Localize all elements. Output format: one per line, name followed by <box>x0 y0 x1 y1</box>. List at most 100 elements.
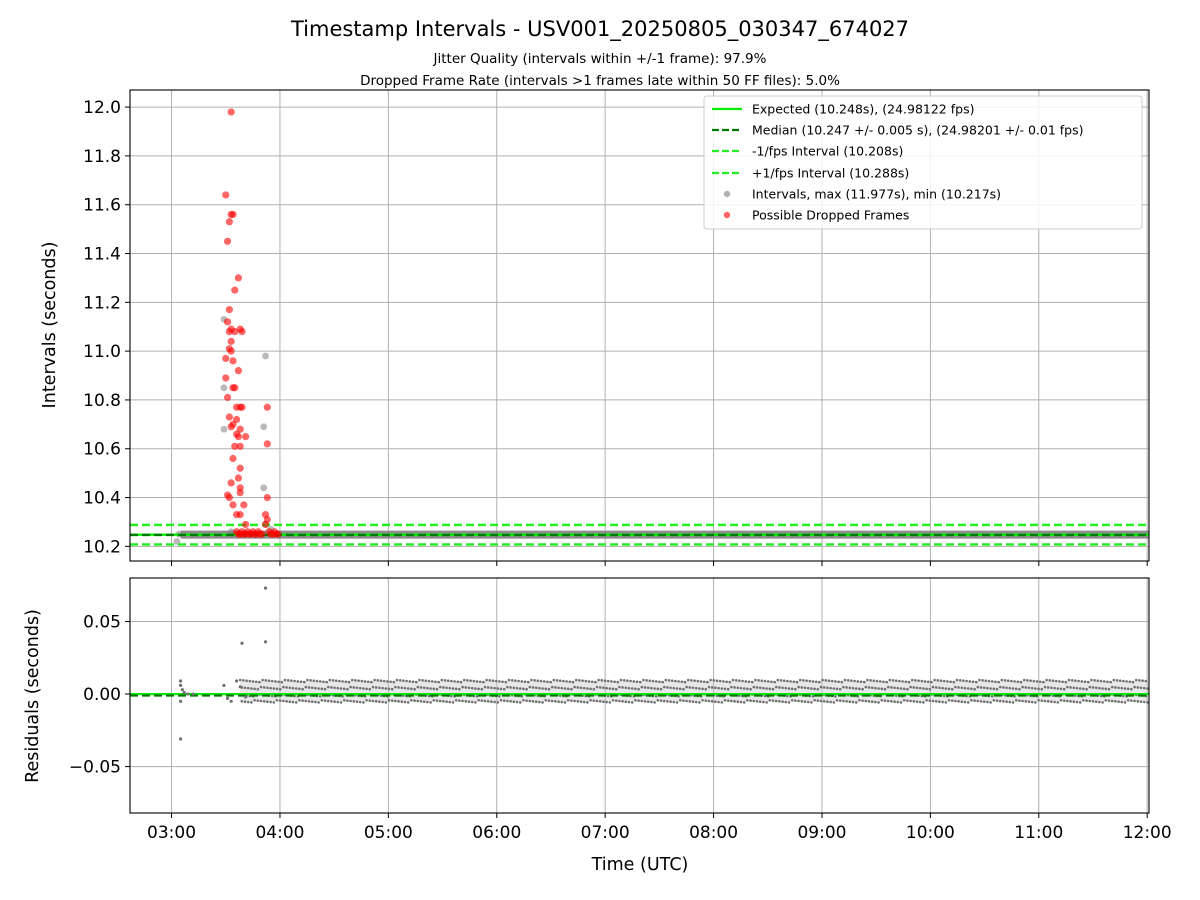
residual-band-point-589 <box>710 686 714 689</box>
residual-band-point-499 <box>637 699 640 702</box>
residual-band-point-548 <box>677 680 680 683</box>
residual-band-point-1133 <box>1146 687 1149 690</box>
residual-band-point-585 <box>707 685 711 689</box>
residual-band-point-781 <box>864 685 868 689</box>
residual-band-point-555 <box>682 699 685 702</box>
dropped-frame-point-77 <box>274 530 282 538</box>
residual-band-point-969 <box>1014 687 1018 691</box>
residual-band-point-228 <box>421 679 424 682</box>
legend-box <box>703 95 1143 230</box>
residual-band-point-165 <box>371 685 375 689</box>
residual-band-point-863 <box>928 699 932 702</box>
residuals-band-fill <box>240 680 1149 702</box>
residual-band-point-996 <box>1035 680 1039 683</box>
residual-band-point-561 <box>688 686 692 689</box>
residual-band-point-462 <box>606 694 610 698</box>
residual-band-point-19 <box>253 699 256 702</box>
residual-band-point-476 <box>619 678 623 682</box>
residual-band-point-1089 <box>1110 685 1114 689</box>
interval-point-4 <box>220 425 228 433</box>
residual-band-point-731 <box>822 700 826 703</box>
residual-band-point-241 <box>432 687 436 691</box>
residual-band-point-275 <box>458 699 461 702</box>
residual-band-point-511 <box>646 700 650 704</box>
legend-label-expected: Expected (10.248s), (24.98122 fps) <box>752 102 974 117</box>
residual-band-point-429 <box>582 686 586 690</box>
residual-band-point-709 <box>806 686 810 690</box>
residual-band-point-139 <box>349 699 352 703</box>
residual-band-point-1001 <box>1040 687 1044 691</box>
residual-band-point-767 <box>851 700 855 704</box>
residual-band-point-739 <box>829 700 832 704</box>
residual-band-point-757 <box>845 686 848 689</box>
residual-band-point-612 <box>728 680 732 684</box>
residual-band-point-745 <box>835 687 839 691</box>
residual-band-point-1043 <box>1072 700 1076 704</box>
dropped-frame-point-20 <box>234 367 243 375</box>
residual-band-point-913 <box>970 687 973 691</box>
residual-band-point-817 <box>893 686 896 690</box>
residual-band-point-329 <box>502 687 506 691</box>
residual-band-point-665 <box>771 687 775 691</box>
residual-band-point-746 <box>834 695 837 698</box>
residual-band-point-1036 <box>1067 678 1071 682</box>
residual-band-point-468 <box>613 680 616 684</box>
residual-band-point-345 <box>515 686 519 690</box>
residual-band-point-413 <box>570 687 573 691</box>
residual-band-point-81 <box>304 685 308 689</box>
residual-band-point-573 <box>698 687 701 690</box>
residual-band-point-960 <box>1006 679 1010 682</box>
residual-band-point-588 <box>709 678 712 682</box>
residual-band-point-908 <box>965 679 968 683</box>
residual-band-point-777 <box>861 687 864 691</box>
residual-band-point-1048 <box>1077 679 1080 683</box>
residual-band-point-311 <box>486 700 490 703</box>
dropped-frame-point-17 <box>227 347 235 355</box>
residual-band-point-793 <box>874 686 877 690</box>
residual-band-point-891 <box>950 699 954 702</box>
residual-band-point-105 <box>323 687 327 691</box>
residual-band-point-184 <box>386 680 389 683</box>
residual-band-point-132 <box>344 680 348 684</box>
residual-band-point-884 <box>946 680 949 683</box>
residual-point-16 <box>244 695 248 699</box>
residual-band-point-51 <box>278 699 282 702</box>
residual-band-point-281 <box>464 686 468 689</box>
residual-point-11 <box>234 679 239 683</box>
residual-band-point-829 <box>902 687 906 691</box>
residual-band-point-149 <box>358 686 362 690</box>
residual-band-point-839 <box>909 699 912 703</box>
residual-band-point-417 <box>573 685 576 689</box>
residual-band-point-326 <box>498 695 501 698</box>
residual-band-point-39 <box>269 700 272 704</box>
residual-band-point-328 <box>501 680 504 684</box>
dropped-frame-point-24 <box>223 393 232 402</box>
residual-band-point-197 <box>397 686 400 689</box>
residual-band-point-1101 <box>1120 686 1124 690</box>
residual-band-point-357 <box>525 687 528 691</box>
residual-band-point-455 <box>602 700 605 704</box>
dropped-frame-point-48 <box>263 493 271 502</box>
residual-band-point-759 <box>845 700 848 703</box>
residual-band-point-1080 <box>1102 680 1106 683</box>
residual-band-point-1060 <box>1086 680 1090 684</box>
residual-band-point-1103 <box>1120 700 1124 704</box>
residual-band-point-236 <box>427 679 431 683</box>
residual-band-point-189 <box>390 687 394 691</box>
residual-band-point-639 <box>749 699 752 702</box>
residual-band-point-772 <box>856 680 860 683</box>
residual-band-point-323 <box>496 701 500 704</box>
residual-band-point-167 <box>371 699 375 703</box>
residual-band-point-947 <box>995 699 999 702</box>
residual-band-point-680 <box>782 679 786 682</box>
residual-band-point-684 <box>786 679 789 683</box>
residual-band-point-529 <box>662 685 666 689</box>
residual-band-point-29 <box>262 686 266 689</box>
residual-band-point-344 <box>514 679 517 682</box>
residual-band-point-509 <box>646 686 650 690</box>
residual-band-point-992 <box>1032 679 1036 683</box>
residual-band-point-741 <box>832 687 836 690</box>
residual-band-point-1121 <box>1136 686 1140 689</box>
residual-band-point-971 <box>1014 699 1018 702</box>
residual-band-point-28 <box>261 678 264 682</box>
